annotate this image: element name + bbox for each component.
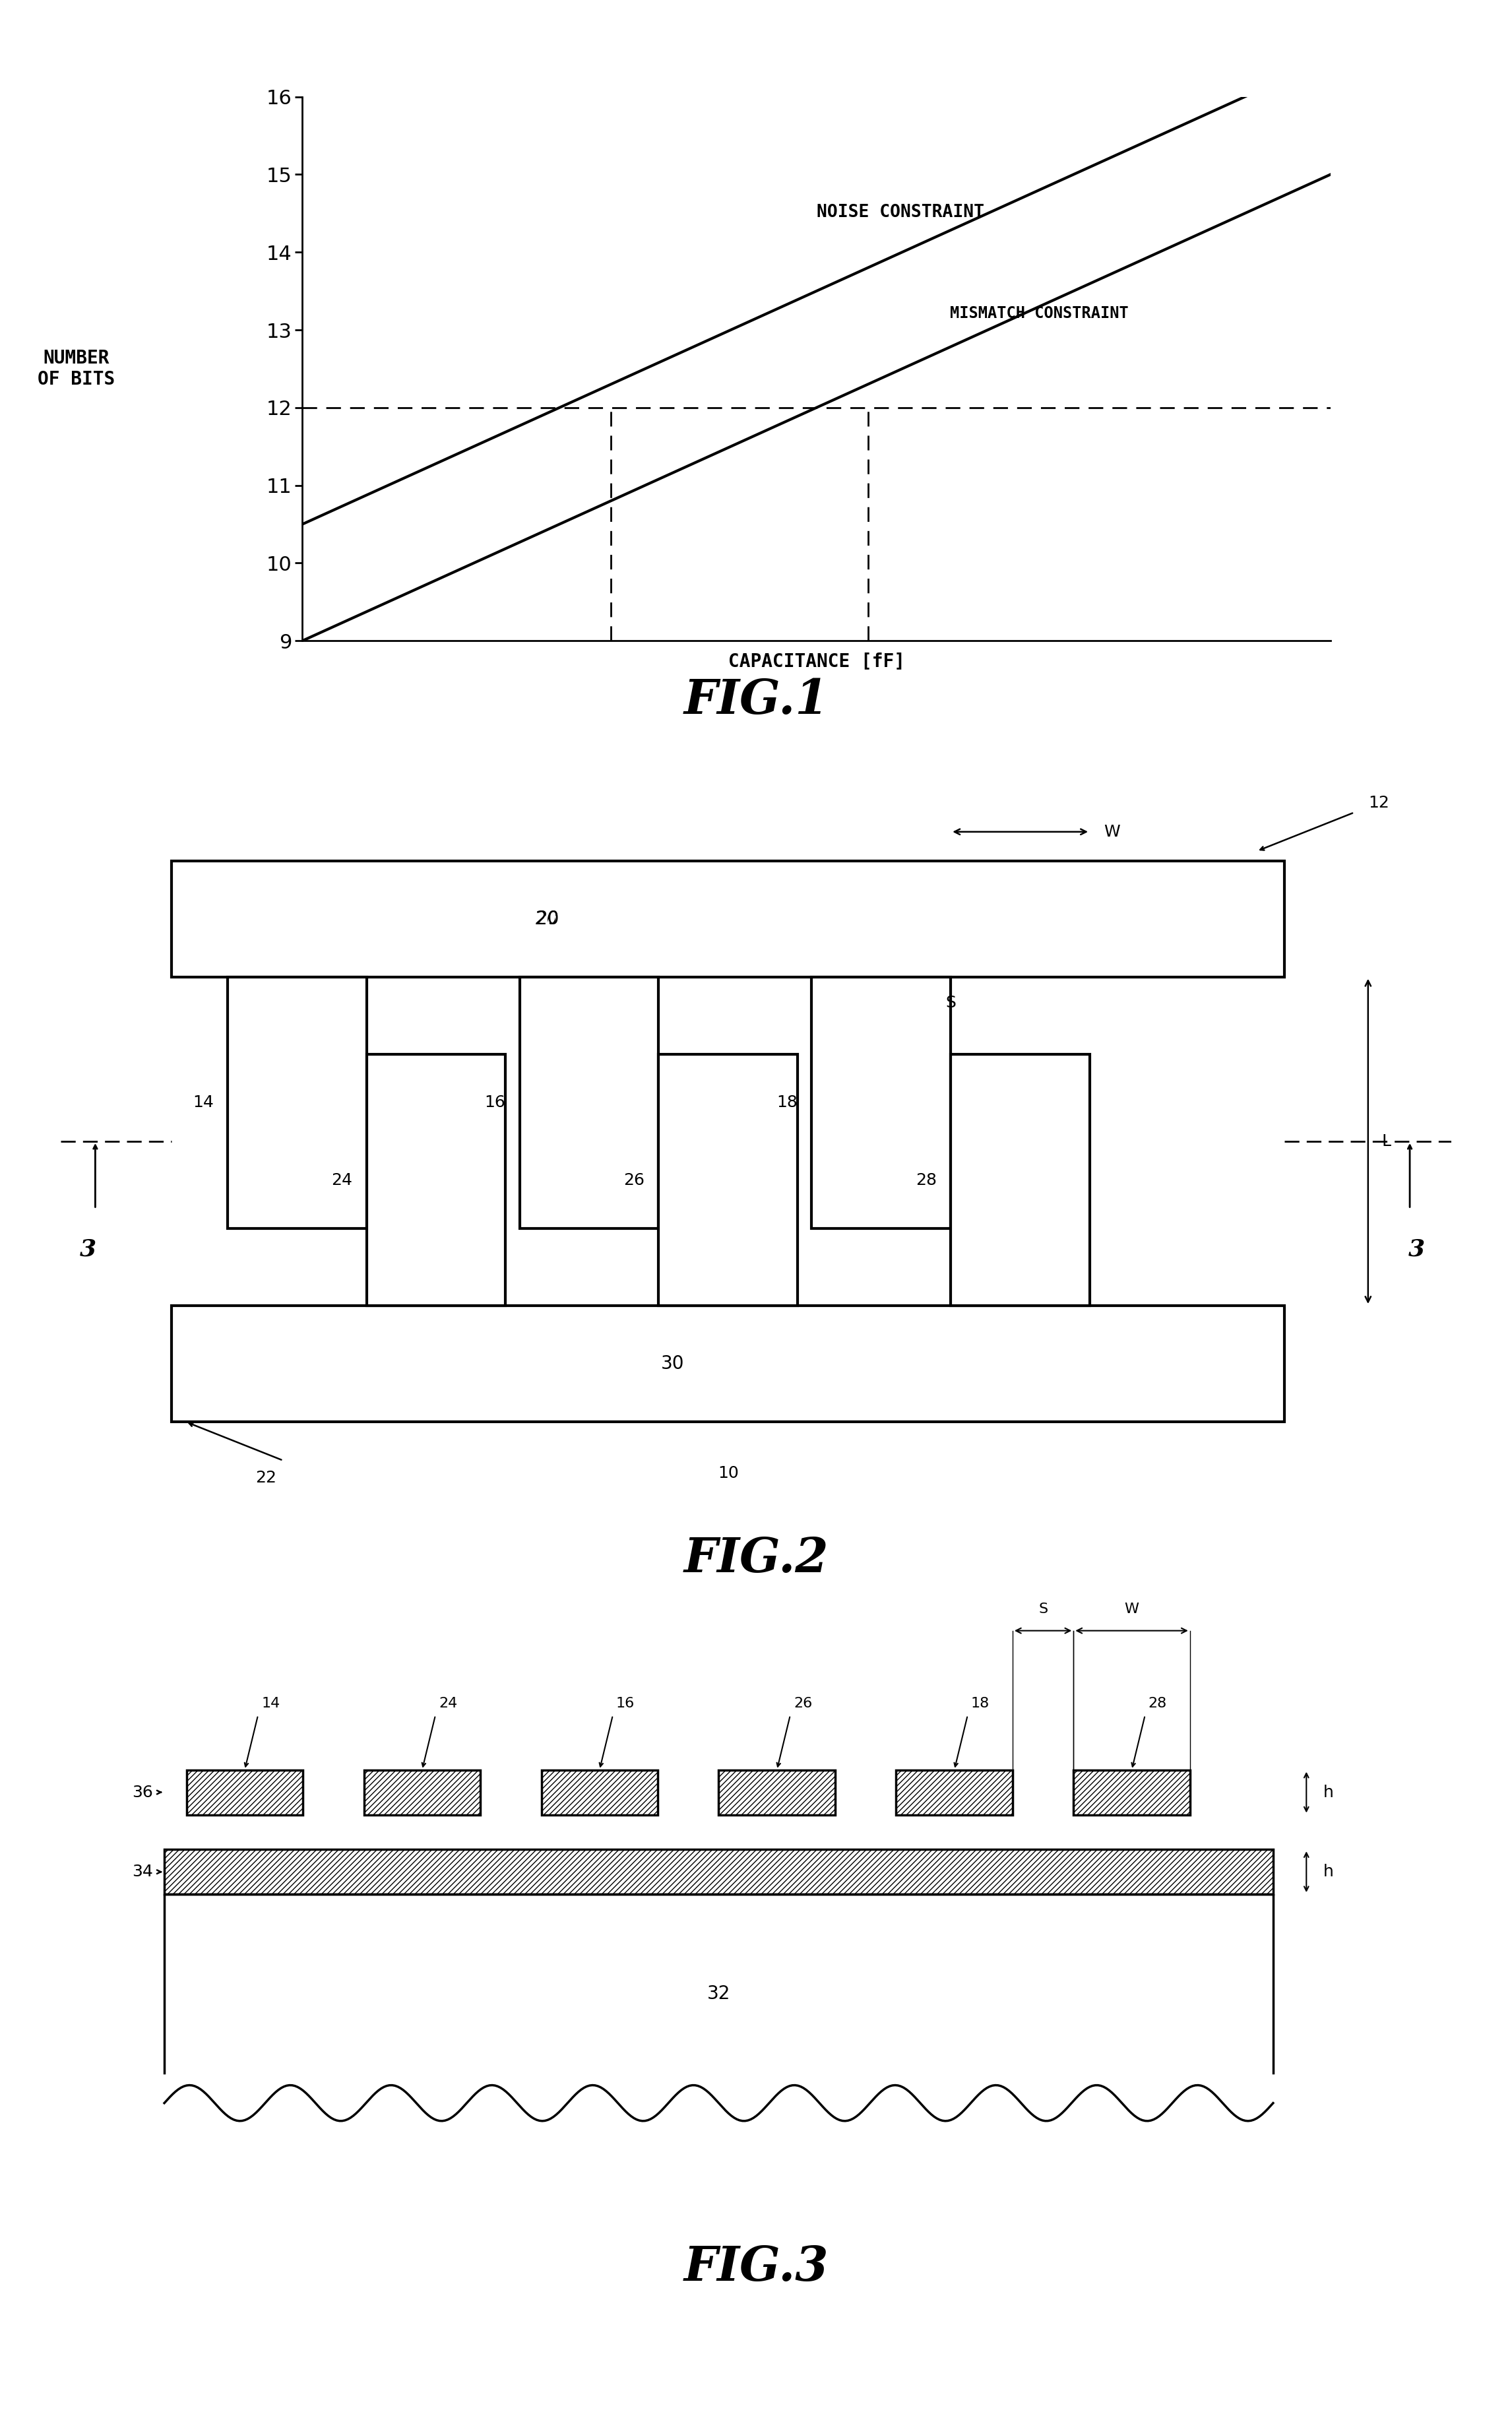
Text: 20: 20 (535, 914, 559, 933)
Text: L: L (1382, 1134, 1391, 1149)
Text: NOISE CONSTRAINT: NOISE CONSTRAINT (816, 203, 984, 220)
Text: 26: 26 (794, 1697, 812, 1710)
Bar (172, 1306, 1285, 1422)
Text: 3: 3 (1409, 1238, 1424, 1260)
Text: 34: 34 (132, 1864, 153, 1879)
Text: 14: 14 (262, 1697, 280, 1710)
Bar (227, 977, 366, 1228)
Text: FIG.1: FIG.1 (683, 677, 829, 723)
Bar (172, 861, 1285, 977)
Text: 24: 24 (438, 1697, 457, 1710)
Text: MISMATCH CONSTRAINT: MISMATCH CONSTRAINT (950, 305, 1129, 322)
Text: 12: 12 (1368, 796, 1390, 810)
Text: 20: 20 (535, 909, 559, 929)
Text: S: S (1039, 1603, 1048, 1615)
Bar (897, 1770, 1013, 1814)
Text: FIG.2: FIG.2 (683, 1535, 829, 1581)
Text: 30: 30 (661, 1354, 685, 1373)
Text: NUMBER
OF BITS: NUMBER OF BITS (38, 348, 115, 389)
Text: W: W (1104, 825, 1120, 839)
Text: 10: 10 (718, 1465, 739, 1482)
Text: 36: 36 (132, 1784, 153, 1801)
X-axis label: CAPACITANCE [fF]: CAPACITANCE [fF] (729, 653, 904, 670)
Text: h: h (1323, 1864, 1334, 1879)
Bar (165, 1850, 1273, 1893)
Text: 22: 22 (256, 1470, 277, 1487)
Text: 28: 28 (916, 1173, 937, 1187)
Text: 28: 28 (1149, 1697, 1167, 1710)
Text: W: W (1125, 1603, 1139, 1615)
Bar (366, 1054, 505, 1306)
Bar (541, 1770, 658, 1814)
Text: h: h (1323, 1784, 1334, 1801)
Text: 18: 18 (777, 1095, 798, 1110)
Text: S: S (945, 994, 956, 1011)
Text: 14: 14 (192, 1095, 213, 1110)
Bar (718, 1770, 835, 1814)
Text: FIG.3: FIG.3 (683, 2244, 829, 2290)
Text: 20: 20 (535, 909, 559, 929)
Bar (186, 1770, 302, 1814)
Bar (812, 977, 951, 1228)
Text: 3: 3 (80, 1238, 97, 1260)
Text: 32: 32 (708, 1985, 730, 2002)
Text: 16: 16 (484, 1095, 505, 1110)
Bar (364, 1770, 481, 1814)
Text: 26: 26 (623, 1173, 644, 1187)
Text: 18: 18 (971, 1697, 989, 1710)
Bar (1074, 1770, 1190, 1814)
Bar (659, 1054, 798, 1306)
Bar (951, 1054, 1090, 1306)
Text: 16: 16 (617, 1697, 635, 1710)
Text: 24: 24 (331, 1173, 352, 1187)
Bar (520, 977, 659, 1228)
